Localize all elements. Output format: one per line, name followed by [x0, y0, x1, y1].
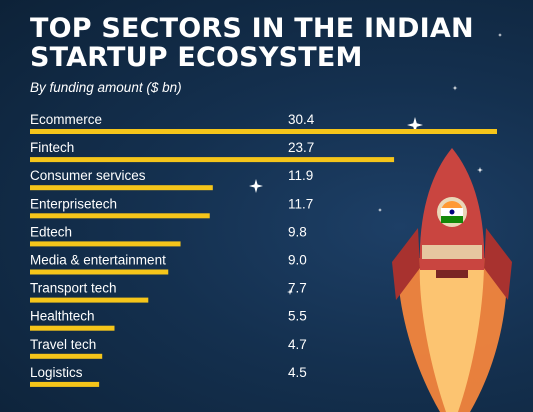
category-label: Logistics	[30, 365, 83, 380]
value-label: 11.7	[288, 196, 313, 211]
value-label: 4.5	[288, 365, 307, 380]
bar-enterprisetech	[30, 213, 210, 219]
sparkle-icon	[407, 117, 423, 133]
category-label: Edtech	[30, 224, 72, 239]
sparkle-icon	[249, 179, 263, 193]
bar-healthtech	[30, 325, 115, 331]
category-label: Transport tech	[30, 281, 117, 296]
sparkle-icon	[498, 33, 502, 37]
bar-ecommerce	[30, 129, 497, 134]
bar-fintech	[30, 157, 395, 163]
bar-edtech	[30, 241, 181, 247]
sparkle-icon	[477, 167, 483, 173]
category-label: Healthtech	[30, 309, 95, 324]
value-label: 11.9	[288, 168, 313, 183]
value-label: 4.7	[288, 337, 307, 352]
value-label: 9.8	[288, 224, 307, 239]
page-title: TOP SECTORS IN THE INDIAN STARTUP ECOSYS…	[30, 13, 474, 73]
rocket-icon	[392, 148, 512, 412]
category-label: Fintech	[30, 140, 74, 155]
bar-media-entertainment	[30, 269, 169, 275]
category-label: Enterprisetech	[30, 196, 117, 211]
bar-transport-tech	[30, 297, 149, 303]
bar-logistics	[30, 381, 100, 387]
value-label: 30.4	[288, 112, 315, 127]
chart-subtitle: By funding amount ($ bn)	[30, 80, 182, 95]
bar-travel-tech	[30, 353, 103, 359]
category-label: Media & entertainment	[30, 253, 166, 268]
value-label: 9.0	[288, 253, 307, 268]
value-label: 5.5	[288, 309, 307, 324]
sparkle-icon	[452, 85, 458, 91]
value-label: 23.7	[288, 140, 314, 155]
category-label: Ecommerce	[30, 112, 102, 127]
sparkle-icon	[378, 208, 382, 212]
value-label: 7.7	[288, 281, 307, 296]
decoration-layer	[249, 33, 512, 412]
labels-layer: Ecommerce 30.4 Fintech 23.7 Consumer service…	[30, 112, 315, 380]
sparkle-icon	[287, 289, 293, 295]
bars-layer	[30, 129, 497, 387]
category-label: Travel tech	[30, 337, 96, 352]
bar-consumer-services	[30, 185, 213, 191]
category-label: Consumer services	[30, 168, 146, 183]
